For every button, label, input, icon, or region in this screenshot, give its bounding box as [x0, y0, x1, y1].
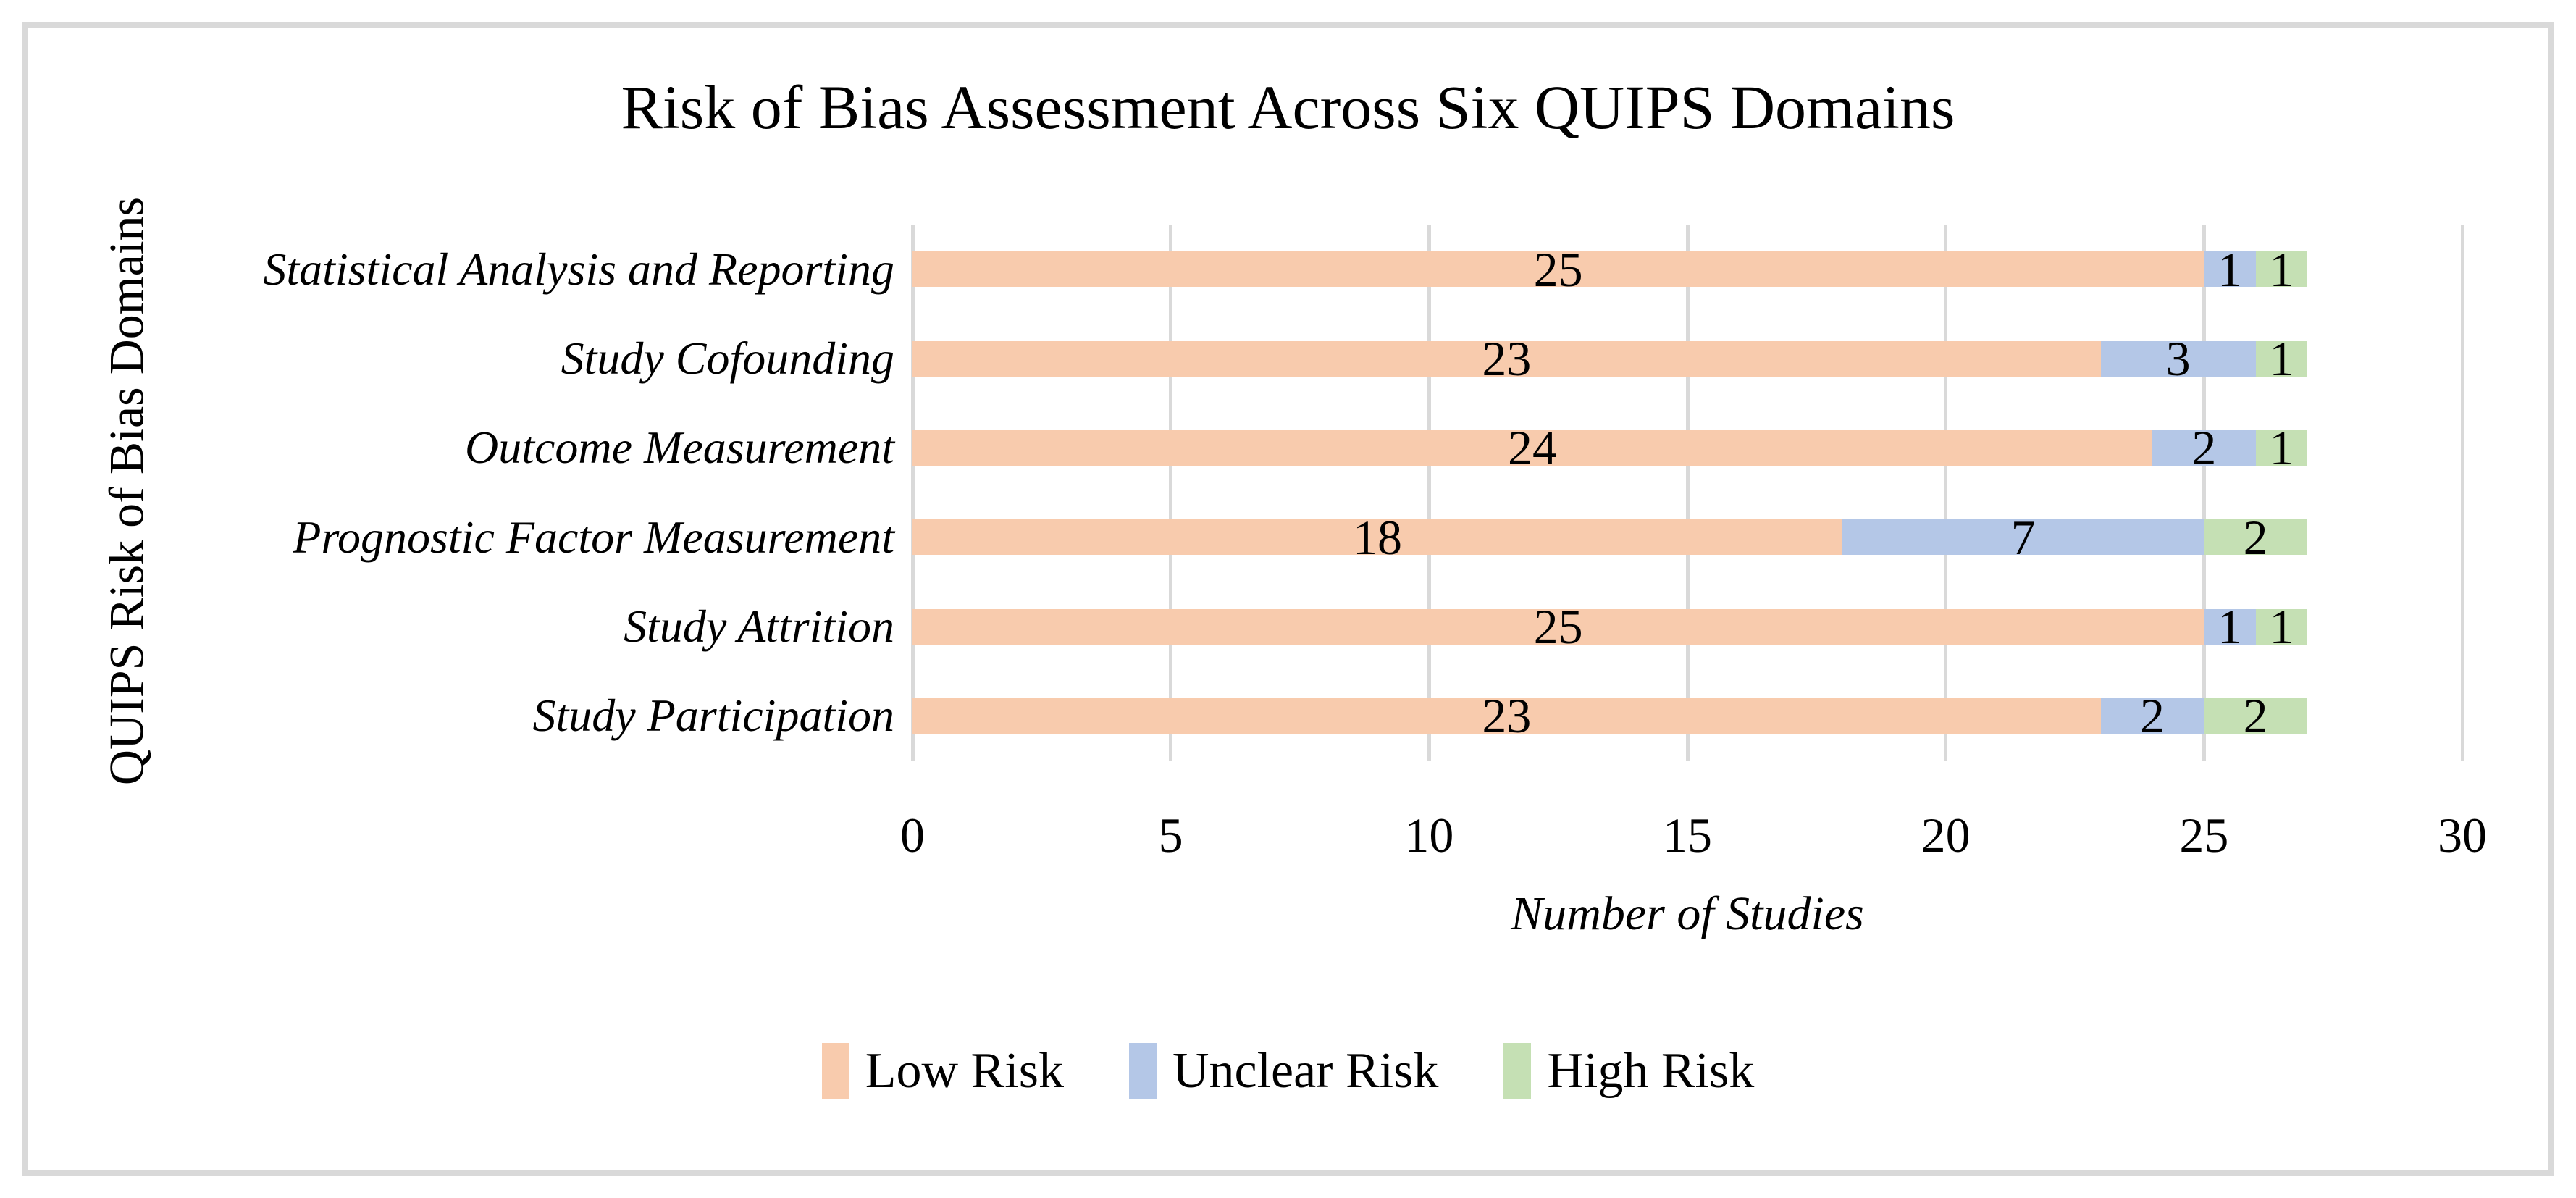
bar-segment-unclear-risk [2204, 251, 2256, 288]
legend-swatch-low-risk [821, 1043, 849, 1099]
x-tick-label: 30 [2438, 808, 2487, 863]
bar-segment-high-risk [2204, 698, 2307, 734]
bar-segment-low-risk [912, 430, 2152, 466]
bar-segment-unclear-risk [2204, 608, 2256, 645]
gridline [910, 225, 915, 761]
x-tick-label: 20 [1921, 808, 1971, 863]
bar-value-label: 18 [1353, 509, 1402, 565]
x-tick-label: 10 [1404, 808, 1454, 863]
gridline [1427, 225, 1431, 761]
legend-label: Unclear Risk [1172, 1043, 1439, 1099]
x-tick-label: 0 [900, 808, 925, 863]
bar-segment-high-risk [2255, 608, 2307, 645]
category-label: Outcome Measurement [465, 422, 894, 474]
x-tick-label: 5 [1158, 808, 1183, 863]
gridline [2460, 225, 2464, 761]
bar-value-label: 1 [2269, 331, 2294, 386]
bar-segment-unclear-risk [2152, 430, 2256, 466]
gridline [1169, 225, 1173, 761]
bar-value-label: 2 [2243, 688, 2268, 744]
bar-value-label: 23 [1482, 331, 1532, 386]
category-label: Study Cofounding [561, 332, 894, 384]
bar-segment-unclear-risk [2100, 698, 2204, 734]
bar-segment-high-risk [2255, 251, 2307, 288]
category-label: Prognostic Factor Measurement [293, 511, 894, 563]
gridline [1685, 225, 1690, 761]
gridline [1944, 225, 1948, 761]
legend-item: Low Risk [821, 1042, 1064, 1101]
x-axis-title: Number of Studies [1511, 887, 1864, 940]
bar-segment-unclear-risk [2100, 340, 2256, 377]
bar-segment-high-risk [2255, 430, 2307, 466]
bar-value-label: 25 [1533, 599, 1583, 654]
legend-item: High Risk [1503, 1042, 1754, 1101]
bar-value-label: 1 [2218, 241, 2242, 297]
bar-value-label: 24 [1508, 420, 1557, 476]
bar-segment-low-risk [912, 698, 2101, 734]
bar-value-label: 25 [1533, 241, 1583, 297]
chart-border-frame [22, 22, 2554, 1176]
chart-title: Risk of Bias Assessment Across Six QUIPS… [621, 72, 1955, 142]
legend-swatch-high-risk [1503, 1043, 1532, 1099]
bar-segment-unclear-risk [1842, 519, 2204, 556]
bar-value-label: 2 [2191, 420, 2217, 476]
bar-value-label: 1 [2269, 241, 2294, 297]
bar-value-label: 23 [1482, 688, 1532, 744]
category-label: Study Participation [532, 690, 895, 742]
bar-value-label: 2 [2140, 688, 2165, 744]
bar-value-label: 1 [2269, 420, 2294, 476]
bar-segment-low-risk [912, 519, 1842, 556]
legend-label: Low Risk [865, 1043, 1064, 1099]
bar-value-label: 2 [2243, 509, 2268, 565]
bar-value-label: 1 [2269, 599, 2294, 654]
x-tick-label: 15 [1663, 808, 1712, 863]
bar-segment-low-risk [912, 608, 2204, 645]
bar-value-label: 7 [2010, 509, 2036, 565]
bar-segment-low-risk [912, 340, 2101, 377]
legend-label: High Risk [1547, 1043, 1755, 1099]
bar-value-label: 1 [2218, 599, 2242, 654]
gridline [2202, 225, 2206, 761]
category-label: Statistical Analysis and Reporting [263, 243, 894, 295]
legend-swatch-unclear-risk [1128, 1043, 1157, 1099]
bar-segment-high-risk [2255, 340, 2307, 377]
legend: Low Risk Unclear Risk High Risk [0, 1042, 2576, 1101]
category-label: Study Attrition [624, 600, 894, 652]
bar-value-label: 3 [2165, 331, 2191, 386]
bar-segment-low-risk [912, 251, 2204, 288]
bar-segment-high-risk [2204, 519, 2307, 556]
x-tick-label: 25 [2179, 808, 2229, 863]
legend-item: Unclear Risk [1128, 1042, 1439, 1101]
